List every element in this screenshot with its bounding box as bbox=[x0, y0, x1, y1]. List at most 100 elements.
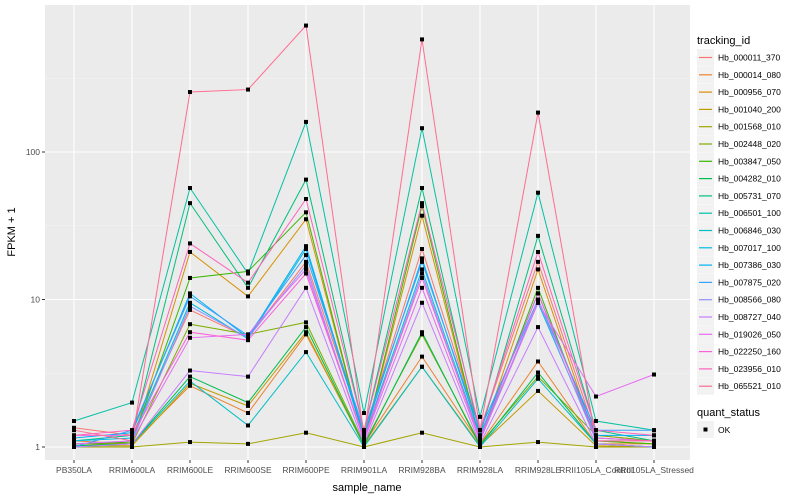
data-point bbox=[420, 332, 424, 337]
data-point bbox=[304, 259, 308, 264]
legend-label: Hb_000011_370 bbox=[718, 53, 781, 63]
data-point bbox=[188, 322, 192, 327]
data-point bbox=[536, 370, 540, 375]
data-point bbox=[536, 300, 540, 305]
series-points bbox=[72, 23, 656, 449]
data-point bbox=[420, 354, 424, 359]
x-tick-label: RRIM600PE bbox=[282, 465, 330, 475]
data-point bbox=[536, 110, 540, 115]
data-point bbox=[130, 433, 134, 438]
data-point bbox=[304, 271, 308, 276]
shape-legend: quant_status OK bbox=[697, 407, 760, 438]
y-axis-label: FPKM + 1 bbox=[6, 207, 18, 256]
data-point bbox=[420, 430, 424, 435]
data-point bbox=[594, 394, 598, 399]
data-point bbox=[362, 441, 366, 446]
legend-label: Hb_003847_050 bbox=[718, 156, 781, 166]
legend-label: Hb_006846_030 bbox=[718, 226, 781, 236]
data-point bbox=[536, 374, 540, 379]
data-point bbox=[594, 428, 598, 433]
data-point bbox=[362, 430, 366, 435]
data-point bbox=[246, 285, 250, 290]
data-point bbox=[652, 372, 656, 377]
data-point bbox=[130, 441, 134, 446]
data-point bbox=[304, 177, 308, 182]
data-point bbox=[652, 438, 656, 443]
shape-legend-ok-point bbox=[703, 427, 708, 432]
data-point bbox=[304, 320, 308, 325]
data-point bbox=[652, 445, 656, 449]
data-point bbox=[188, 186, 192, 191]
data-point bbox=[188, 374, 192, 379]
x-tick-label: RRIM928LA bbox=[457, 465, 504, 475]
data-point bbox=[420, 330, 424, 335]
x-tick-label: RRIM928BA bbox=[398, 465, 446, 475]
data-point bbox=[246, 338, 250, 343]
shape-legend-title: quant_status bbox=[697, 407, 760, 419]
data-point bbox=[246, 441, 250, 446]
data-point bbox=[188, 330, 192, 335]
data-point bbox=[478, 438, 482, 443]
data-point bbox=[652, 428, 656, 433]
legend-title: tracking_id bbox=[697, 35, 750, 47]
data-point bbox=[536, 249, 540, 254]
legend-label: Hb_006501_100 bbox=[718, 208, 781, 218]
data-point bbox=[188, 304, 192, 309]
legend-label: Hb_007875_020 bbox=[718, 277, 781, 287]
x-tick-label: RRIM928LE bbox=[515, 465, 562, 475]
data-point bbox=[478, 445, 482, 449]
data-point bbox=[188, 440, 192, 445]
data-point bbox=[130, 445, 134, 449]
data-point bbox=[420, 271, 424, 276]
legend-label: Hb_007017_100 bbox=[718, 243, 781, 253]
legend-label: Hb_001568_010 bbox=[718, 122, 781, 132]
data-point bbox=[536, 440, 540, 445]
x-tick-label: RRII105LA_Stressed bbox=[614, 465, 694, 475]
data-point bbox=[246, 400, 250, 405]
x-tick-label: RRIM600SE bbox=[224, 465, 272, 475]
data-point bbox=[304, 263, 308, 268]
shape-legend-ok-label: OK bbox=[718, 425, 731, 435]
x-axis: PB350LA RRIM600LA RRIM600LE RRIM600SE RRIM60… bbox=[56, 460, 694, 475]
data-point bbox=[188, 201, 192, 206]
data-point bbox=[420, 246, 424, 251]
legend-label: Hb_000014_080 bbox=[718, 70, 781, 80]
data-point bbox=[188, 379, 192, 384]
data-point bbox=[304, 330, 308, 335]
data-point bbox=[536, 285, 540, 290]
data-point bbox=[536, 376, 540, 381]
data-point bbox=[362, 436, 366, 441]
data-point bbox=[362, 445, 366, 449]
data-point bbox=[130, 430, 134, 435]
data-point bbox=[304, 197, 308, 202]
data-point bbox=[304, 253, 308, 258]
data-point bbox=[304, 210, 308, 215]
data-point bbox=[536, 190, 540, 195]
data-point bbox=[246, 335, 250, 340]
data-point bbox=[304, 285, 308, 290]
data-point bbox=[536, 325, 540, 330]
data-point bbox=[304, 332, 308, 337]
data-point bbox=[246, 423, 250, 428]
data-point bbox=[478, 436, 482, 441]
legend-label: Hb_007386_030 bbox=[718, 260, 781, 270]
data-point bbox=[188, 241, 192, 246]
y-axis: 1 10 100 bbox=[26, 147, 45, 452]
y-tick-label: 10 bbox=[31, 295, 41, 305]
data-point bbox=[130, 436, 134, 441]
x-axis-label: sample_name bbox=[332, 482, 401, 494]
data-point bbox=[420, 259, 424, 264]
data-point bbox=[304, 350, 308, 355]
legend-label: Hb_022250_160 bbox=[718, 347, 781, 357]
data-point bbox=[130, 438, 134, 443]
data-point bbox=[420, 126, 424, 131]
data-point bbox=[246, 294, 250, 299]
data-point bbox=[478, 441, 482, 446]
data-point bbox=[420, 37, 424, 42]
data-point bbox=[536, 233, 540, 238]
data-point bbox=[188, 294, 192, 299]
legend-label: Hb_004282_010 bbox=[718, 174, 781, 184]
data-point bbox=[362, 428, 366, 433]
legend-label: Hb_019026_050 bbox=[718, 329, 781, 339]
